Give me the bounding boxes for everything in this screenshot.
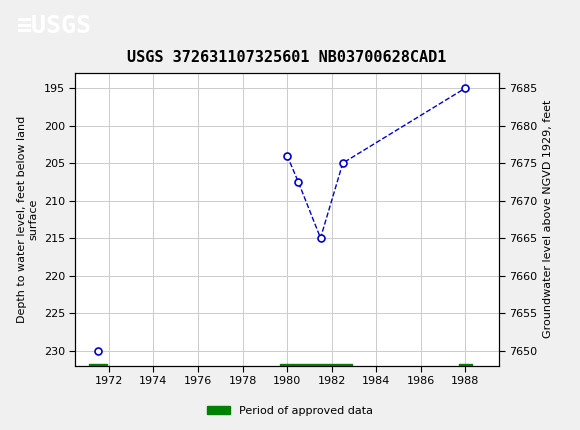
Text: ≡USGS: ≡USGS bbox=[17, 14, 92, 38]
Y-axis label: Depth to water level, feet below land
surface: Depth to water level, feet below land su… bbox=[17, 116, 38, 323]
Y-axis label: Groundwater level above NGVD 1929, feet: Groundwater level above NGVD 1929, feet bbox=[543, 100, 553, 338]
Title: USGS 372631107325601 NB03700628CAD1: USGS 372631107325601 NB03700628CAD1 bbox=[128, 50, 447, 65]
Legend: Period of approved data: Period of approved data bbox=[203, 401, 377, 420]
